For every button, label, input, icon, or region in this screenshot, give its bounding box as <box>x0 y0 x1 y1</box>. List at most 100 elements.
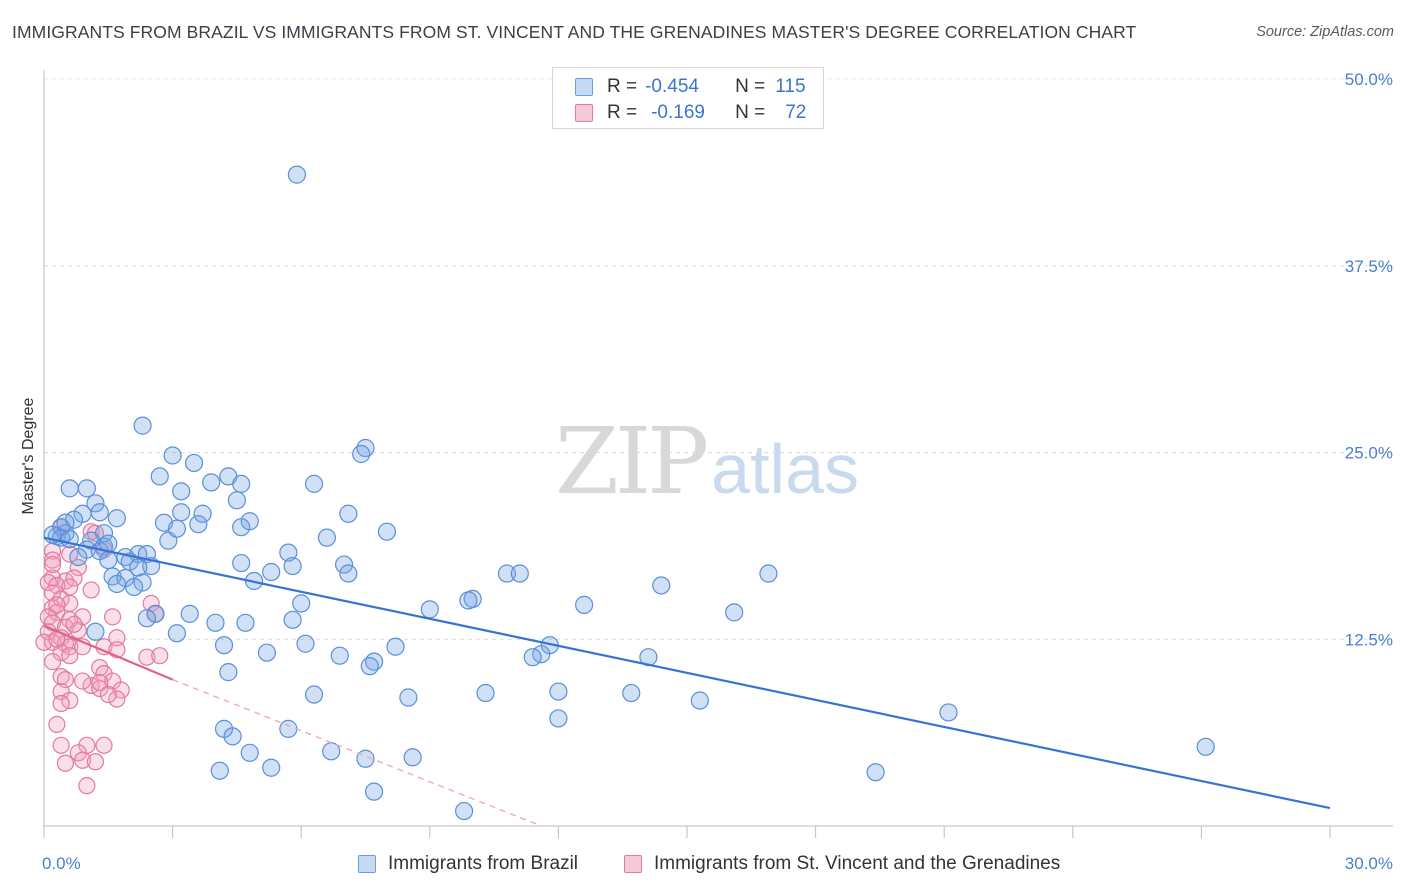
data-point-stvincent <box>112 681 130 699</box>
data-point-stvincent <box>52 736 70 754</box>
trend-lines <box>43 536 1331 827</box>
chart-title: IMMIGRANTS FROM BRAZIL VS IMMIGRANTS FRO… <box>12 22 1137 42</box>
data-point-brazil <box>283 610 302 629</box>
data-point-stvincent <box>48 596 66 614</box>
data-point-brazil <box>163 446 182 465</box>
data-point-brazil <box>172 482 191 501</box>
data-point-brazil <box>146 604 165 623</box>
axis-labels: 12.5% 25.0% 37.5% 50.0% 0.0% 30.0% Master's De… <box>20 70 1393 873</box>
data-point-brazil <box>352 444 371 464</box>
data-point-brazil <box>167 624 186 643</box>
data-point-stvincent <box>91 673 109 692</box>
data-point-brazil <box>339 504 358 523</box>
data-point-stvincent <box>103 608 122 626</box>
data-point-brazil <box>304 685 324 704</box>
data-point-brazil <box>1196 737 1215 756</box>
data-point-brazil <box>180 604 199 623</box>
trendline-stvincent <box>43 624 174 681</box>
data-point-stvincent <box>86 753 105 771</box>
data-point-brazil <box>189 515 208 534</box>
watermark-atlas: atlas <box>711 430 860 508</box>
data-point-brazil <box>56 513 75 532</box>
trendline-stvincent-extension <box>172 678 542 827</box>
data-point-brazil <box>292 594 311 613</box>
data-point-stvincent <box>52 682 70 701</box>
legend-n-value: 72 <box>785 102 807 123</box>
grid-lines <box>44 78 1393 640</box>
data-point-stvincent <box>65 615 83 633</box>
legend-swatch-brazil <box>575 78 593 96</box>
y-tick-label: 12.5% <box>1345 630 1393 649</box>
data-point-stvincent <box>138 648 156 666</box>
data-point-brazil <box>510 564 529 583</box>
legend-r-label: R = <box>607 76 638 97</box>
data-point-brazil <box>232 553 251 573</box>
data-point-stvincent <box>65 569 83 587</box>
data-point-brazil <box>330 646 349 665</box>
data-point-stvincent <box>108 690 126 708</box>
data-point-brazil <box>549 682 568 701</box>
data-point-brazil <box>257 643 277 662</box>
data-point-stvincent <box>43 653 62 671</box>
legend-n-label: N = <box>735 76 766 97</box>
data-point-brazil <box>202 473 221 492</box>
data-point-brazil <box>150 467 169 486</box>
data-point-brazil <box>759 564 778 583</box>
data-point-brazil <box>99 550 118 570</box>
data-point-stvincent <box>108 629 126 647</box>
data-point-brazil <box>232 518 251 537</box>
legend-n-label: N = <box>735 102 766 123</box>
data-point-brazil <box>939 703 958 722</box>
data-point-brazil <box>652 576 671 595</box>
data-point-stvincent <box>103 672 122 690</box>
data-point-brazil <box>339 564 358 583</box>
data-point-brazil <box>133 416 152 435</box>
data-point-stvincent <box>35 633 53 651</box>
legend-swatch-stvincent <box>575 104 593 122</box>
data-point-brazil <box>184 453 204 473</box>
series-brazil-points <box>43 165 1215 821</box>
data-point-brazil <box>107 509 126 528</box>
data-point-brazil <box>283 556 302 576</box>
y-tick-label: 37.5% <box>1345 257 1393 276</box>
data-point-brazil <box>399 688 418 707</box>
legend-item-stvincent: Immigrants from St. Vincent and the Gren… <box>624 853 1060 875</box>
data-point-brazil <box>459 591 478 610</box>
data-point-brazil <box>86 622 105 641</box>
data-point-brazil <box>287 165 307 184</box>
data-point-brazil <box>420 600 439 619</box>
data-point-brazil <box>69 547 88 567</box>
data-point-brazil <box>262 562 281 582</box>
data-point-brazil <box>86 494 105 513</box>
correlation-legend: R = -0.454 N = 115 R = -0.169 N = 72 <box>552 67 824 129</box>
source-label: Source: ZipAtlas.com <box>1256 24 1394 40</box>
y-axis-title: Master's Degree <box>20 397 37 514</box>
data-point-brazil <box>279 543 298 562</box>
data-point-brazil <box>206 613 225 632</box>
data-point-stvincent <box>95 736 113 754</box>
data-point-stvincent <box>91 679 109 698</box>
data-point-stvincent <box>73 672 92 690</box>
x-tick-label: 30.0% <box>1345 854 1393 873</box>
data-point-stvincent <box>73 751 92 769</box>
data-point-stvincent <box>61 638 79 656</box>
data-point-stvincent <box>48 715 66 734</box>
data-point-brazil <box>364 782 384 801</box>
data-point-brazil <box>296 634 315 653</box>
data-point-stvincent <box>78 777 96 795</box>
data-point-brazil <box>133 573 152 592</box>
data-point-brazil <box>137 609 156 628</box>
data-point-stvincent <box>82 581 100 599</box>
x-tick-label: 0.0% <box>42 854 81 873</box>
legend-label-stvincent: Immigrants from St. Vincent and the Gren… <box>654 853 1061 874</box>
data-point-brazil <box>497 564 517 583</box>
data-point-stvincent <box>52 694 70 713</box>
data-point-brazil <box>129 558 148 577</box>
data-point-brazil <box>523 648 542 667</box>
legend-r-label: R = <box>607 102 638 123</box>
data-point-brazil <box>377 522 397 541</box>
data-point-brazil <box>167 519 186 538</box>
data-point-brazil <box>575 595 594 614</box>
data-point-stvincent <box>56 754 75 772</box>
